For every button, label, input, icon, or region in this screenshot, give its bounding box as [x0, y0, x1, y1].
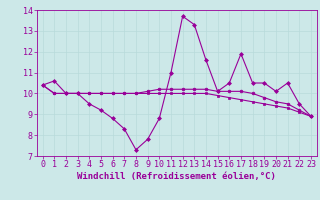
X-axis label: Windchill (Refroidissement éolien,°C): Windchill (Refroidissement éolien,°C): [77, 172, 276, 181]
